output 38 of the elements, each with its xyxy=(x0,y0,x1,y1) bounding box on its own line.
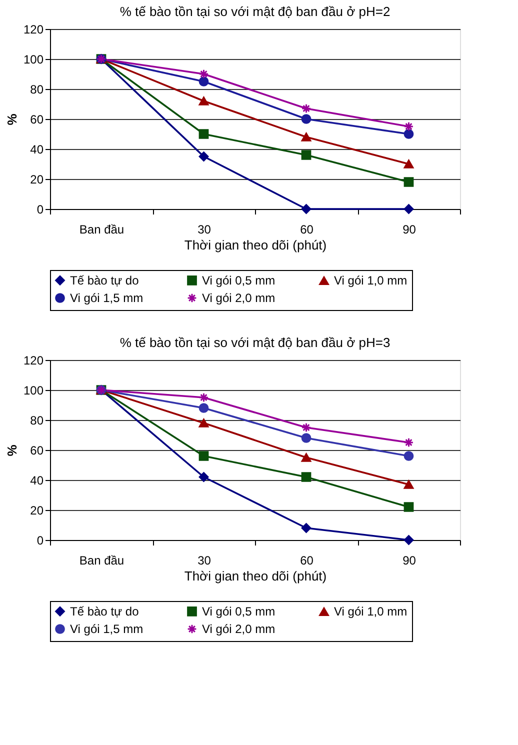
x-axis-title: Thời gian theo dõi (phút) xyxy=(184,238,327,252)
x-tick-label: 30 xyxy=(198,222,212,236)
x-tick-label: 60 xyxy=(300,222,314,236)
x-tick-label: 90 xyxy=(402,554,416,568)
y-tick-label: 120 xyxy=(23,22,44,36)
legend-label: Vi gói 2,0 mm xyxy=(202,622,276,636)
x-axis-title: Thời gian theo dõi (phút) xyxy=(184,568,327,584)
y-axis-title: % xyxy=(4,444,20,456)
legend-label: Tế bào tự do xyxy=(70,273,140,288)
legend-label: Vi gói 0,5 mm xyxy=(202,273,276,288)
chart-title: % tế bào tồn tại so với mật độ ban đầu ở pH=3 xyxy=(120,335,390,350)
x-tick-label: Ban đầu xyxy=(79,222,124,236)
y-tick-label: 20 xyxy=(30,504,44,518)
x-tick-label: Ban đầu xyxy=(79,554,124,568)
legend-label: Vi gói 0,5 mm xyxy=(202,604,276,618)
legend-label: Vi gói 1,5 mm xyxy=(70,291,144,305)
y-tick-label: 60 xyxy=(30,112,44,126)
y-tick-label: 80 xyxy=(30,82,44,96)
y-tick-label: 120 xyxy=(23,354,44,368)
legend-label: Vi gói 1,0 mm xyxy=(334,604,408,619)
y-tick-label: 60 xyxy=(30,444,44,458)
y-axis-title: % xyxy=(4,113,20,126)
chart-title: % tế bào tồn tại so với mật độ ban đầu ở pH=2 xyxy=(120,4,390,19)
legend-label: Vi gói 1,5 mm xyxy=(70,622,144,636)
x-tick-label: 30 xyxy=(198,554,212,568)
x-tick-label: 90 xyxy=(402,222,416,236)
y-tick-label: 40 xyxy=(30,142,44,156)
legend-label: Vi gói 2,0 mm xyxy=(202,291,276,305)
legend-label: Vi gói 1,0 mm xyxy=(334,274,408,288)
legend-label: Tế bào tự do xyxy=(70,604,140,618)
y-tick-label: 80 xyxy=(30,414,44,428)
x-tick-label: 60 xyxy=(300,554,314,568)
y-tick-label: 100 xyxy=(23,384,44,398)
y-tick-label: 0 xyxy=(36,202,44,216)
y-tick-label: 20 xyxy=(30,172,44,186)
y-tick-label: 100 xyxy=(23,52,44,66)
y-tick-label: 0 xyxy=(36,534,44,548)
y-tick-label: 40 xyxy=(30,474,44,488)
